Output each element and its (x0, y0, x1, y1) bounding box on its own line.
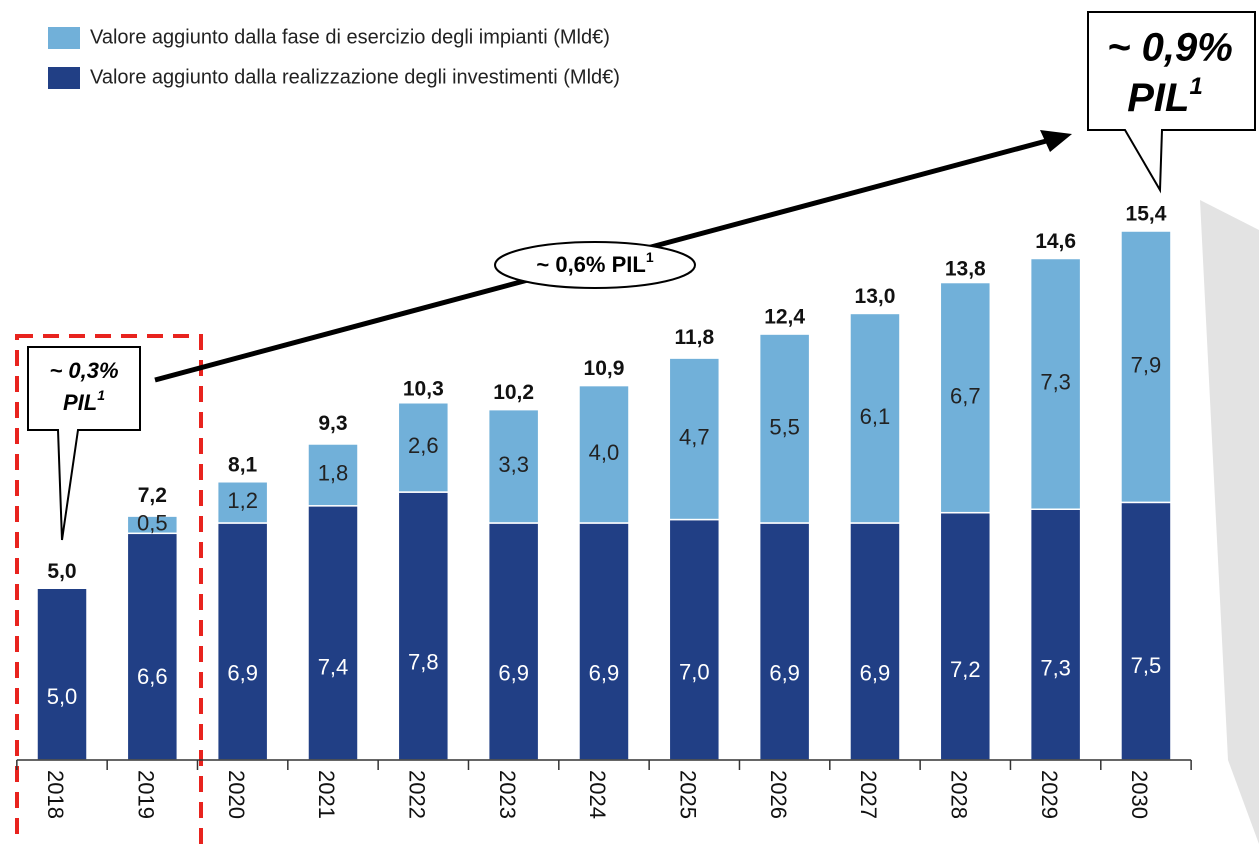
total-label: 7,2 (138, 484, 167, 507)
annotations: ~ 0,6% PIL1 ~ 0,3% PIL1 ~ 0,9% PIL1 (27, 11, 1256, 541)
value-label: 7,3 (1040, 656, 1071, 681)
value-label: 6,9 (589, 660, 620, 685)
annotation: ~ 0,9% (1107, 26, 1233, 70)
value-label: 7,4 (318, 654, 349, 679)
value-label: 7,2 (950, 657, 981, 682)
value-label: 5,0 (47, 684, 78, 709)
bar-segment (307, 443, 359, 507)
bar-segment (1029, 508, 1082, 761)
value-label: 1,8 (318, 461, 349, 486)
value-label: 7,0 (679, 659, 710, 684)
x-tick-label: 2026 (766, 770, 791, 819)
total-label: 10,3 (403, 378, 444, 401)
total-label: 10,2 (493, 381, 534, 404)
legend-swatch (48, 67, 80, 89)
bar-segment (307, 505, 359, 761)
bar-segment (487, 522, 540, 761)
legend-label: Valore aggiunto dalla fase di esercizio … (90, 26, 610, 48)
x-tick-label: 2029 (1037, 770, 1062, 819)
annotation: PIL1 (63, 387, 105, 415)
bar-segment (668, 357, 721, 521)
value-label: 6,9 (860, 660, 891, 685)
total-label: 5,0 (47, 560, 76, 583)
bar-segment (1029, 257, 1082, 510)
x-tick-label: 2023 (495, 770, 520, 819)
bar-segment (216, 522, 269, 761)
x-tick-label: 2025 (675, 770, 700, 819)
x-tick-label: 2027 (856, 770, 881, 819)
annotation: ~ 0,3% (49, 358, 118, 383)
x-tick-label: 2028 (946, 770, 971, 819)
total-label: 11,8 (674, 326, 714, 349)
value-label: 5,5 (769, 414, 800, 439)
x-tick-label: 2022 (405, 770, 430, 819)
x-tick-label: 2024 (585, 770, 610, 819)
value-label: 7,8 (408, 649, 439, 674)
total-label: 9,3 (318, 412, 347, 435)
annotation: ~ 0,6% PIL1 (536, 249, 653, 277)
bar-segment (849, 522, 901, 761)
value-label: 6,7 (950, 383, 981, 408)
value-label: 4,0 (589, 440, 620, 465)
total-label: 10,9 (584, 357, 625, 380)
value-label: 1,2 (227, 488, 258, 513)
annotation-text: ~ 0,6% PIL (536, 252, 645, 277)
value-label: 6,9 (769, 660, 800, 685)
annotation: PIL1 (1127, 73, 1203, 119)
value-label: 7,5 (1131, 653, 1162, 678)
legend-swatch (48, 27, 80, 49)
value-label: 6,6 (137, 664, 168, 689)
total-label: 12,4 (764, 306, 805, 329)
annotation-sup: 1 (1189, 73, 1202, 100)
bar-segment (397, 491, 450, 761)
value-label: 6,1 (860, 404, 891, 429)
legend-label: Valore aggiunto dalla realizzazione degl… (90, 66, 620, 88)
value-label: 4,7 (679, 425, 710, 450)
callout-box (1087, 11, 1256, 194)
bar-segment (939, 511, 992, 761)
value-label: 3,3 (498, 452, 529, 477)
bar-segment (939, 281, 992, 514)
total-label: 13,0 (855, 285, 896, 308)
x-tick-label: 2021 (314, 770, 339, 819)
bar-segment (578, 384, 630, 524)
bar-segment (849, 312, 901, 524)
bar-segment (216, 481, 269, 524)
arrow-head (1040, 130, 1072, 152)
bar-segment (126, 515, 179, 535)
bar-segment (668, 518, 721, 761)
annotation-sup: 1 (97, 387, 105, 403)
bar-segment (487, 408, 540, 524)
annotation-text: PIL (1127, 76, 1189, 120)
annotation-text: PIL (63, 390, 97, 415)
highlight-box (15, 334, 203, 844)
bar-segment (1120, 230, 1172, 504)
value-label: 6,9 (227, 660, 258, 685)
bar-segment (397, 402, 450, 493)
bar-segment (36, 587, 88, 761)
bar-segment (578, 522, 630, 761)
x-tick-label: 2020 (224, 770, 249, 819)
value-label: 0,5 (137, 511, 168, 536)
decor-shape (1200, 200, 1259, 844)
total-label: 14,6 (1035, 230, 1076, 253)
total-label: 15,4 (1126, 203, 1167, 226)
annotation-sup: 1 (646, 249, 654, 265)
total-label: 13,8 (945, 258, 986, 281)
bar-segment (1120, 501, 1172, 761)
bar-segment (758, 333, 811, 524)
total-label: 8,1 (228, 453, 258, 476)
value-label: 7,3 (1040, 370, 1071, 395)
value-label: 7,9 (1131, 353, 1162, 378)
bar-segment (758, 522, 811, 761)
value-label: 6,9 (498, 660, 529, 685)
callout-box (27, 346, 141, 541)
x-tick-label: 2019 (134, 770, 159, 819)
x-tick-label: 2018 (43, 770, 68, 819)
x-tick-label: 2030 (1127, 770, 1152, 819)
value-label: 2,6 (408, 433, 439, 458)
callout-ellipse (494, 241, 696, 289)
bar-segment (126, 532, 179, 761)
